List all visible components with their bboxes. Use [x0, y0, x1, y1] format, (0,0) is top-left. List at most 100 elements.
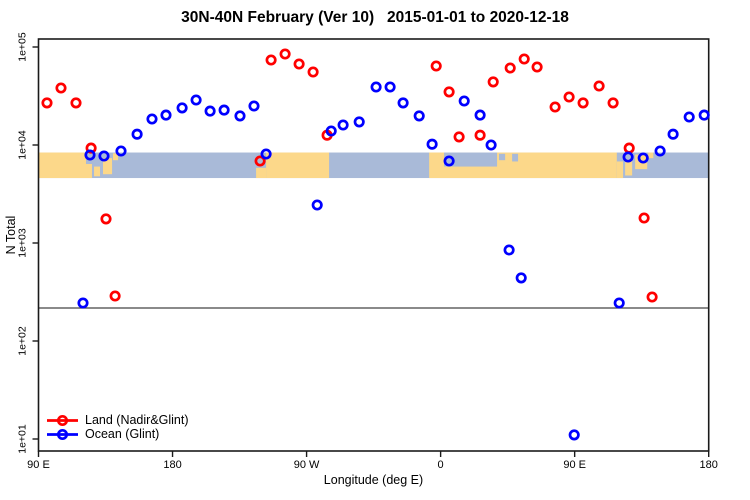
- data-point: [453, 131, 465, 143]
- data-point: [98, 150, 110, 162]
- land-segment: [625, 159, 633, 176]
- data-point: [458, 95, 470, 107]
- y-tick-label: 1e+04: [17, 130, 29, 160]
- x-tick-label: 90 E: [27, 459, 50, 471]
- legend-label-land: Land (Nadir&Glint): [85, 413, 189, 427]
- land-segment: [94, 166, 101, 177]
- data-point: [337, 119, 349, 131]
- data-point: [55, 82, 67, 94]
- legend-marker: [56, 428, 69, 441]
- data-point: [307, 66, 319, 78]
- data-point: [607, 97, 619, 109]
- land-segment: [112, 153, 119, 161]
- data-point: [131, 128, 143, 140]
- data-point: [41, 97, 53, 109]
- data-point: [325, 125, 337, 137]
- data-point: [248, 100, 260, 112]
- data-point: [503, 244, 515, 256]
- data-point: [683, 111, 695, 123]
- y-axis-label: N Total: [4, 215, 18, 255]
- data-point: [667, 128, 679, 140]
- data-point: [474, 109, 486, 121]
- data-point: [563, 91, 575, 103]
- data-point: [85, 142, 97, 154]
- legend-label-ocean: Ocean (Glint): [85, 427, 160, 441]
- data-point: [623, 142, 635, 154]
- data-point: [577, 97, 589, 109]
- x-tick-label: 90 E: [563, 459, 586, 471]
- data-point: [254, 155, 266, 167]
- data-point: [531, 61, 543, 73]
- data-point: [698, 109, 710, 121]
- data-point: [430, 60, 442, 72]
- data-point: [265, 54, 277, 66]
- data-point: [549, 101, 561, 113]
- data-point: [176, 102, 188, 114]
- x-tick-label: 0: [438, 459, 444, 471]
- y-tick-label: 1e+01: [17, 424, 29, 454]
- land-segment: [102, 158, 113, 175]
- data-point: [504, 62, 516, 74]
- data-point: [622, 151, 634, 163]
- y-axis-ticks: 1e+05 1e+04 1e+03 1e+02 1e+01: [17, 32, 39, 454]
- y-tick-label: 1e+05: [17, 32, 29, 62]
- land-segment: [616, 161, 624, 179]
- land-segment: [648, 152, 654, 159]
- data-point: [190, 94, 202, 106]
- data-point: [311, 199, 323, 211]
- data-point: [518, 53, 530, 65]
- data-point: [109, 290, 121, 302]
- x-axis-label: Longitude (deg E): [323, 473, 424, 487]
- data-point: [637, 152, 649, 164]
- data-point: [443, 86, 455, 98]
- data-point: [384, 81, 396, 93]
- x-tick-label: 180: [163, 459, 181, 471]
- data-point: [204, 105, 216, 117]
- data-point: [593, 80, 605, 92]
- data-point: [100, 213, 112, 225]
- x-axis-ticks: 90 E 180 90 W 0 90 E 180: [27, 451, 718, 471]
- data-point: [485, 139, 497, 151]
- data-point: [84, 149, 96, 161]
- data-point: [646, 291, 658, 303]
- data-point: [443, 155, 455, 167]
- data-point: [293, 58, 305, 70]
- data-point: [638, 212, 650, 224]
- data-point: [568, 429, 580, 441]
- data-point: [426, 138, 438, 150]
- data-point: [353, 116, 365, 128]
- legend: [47, 414, 78, 441]
- lake-segment: [512, 153, 519, 162]
- data-point: [279, 48, 291, 60]
- land-segment: [86, 164, 92, 179]
- data-point: [613, 297, 625, 309]
- land-segment: [256, 167, 267, 179]
- data-point: [70, 97, 82, 109]
- y-tick-label: 1e+02: [17, 326, 29, 356]
- data-point: [260, 148, 272, 160]
- data-point: [654, 145, 666, 157]
- series-ocean-points: [77, 81, 710, 441]
- land-segment: [266, 152, 330, 179]
- lake-segment: [499, 153, 506, 161]
- chart-title: 30N-40N February (Ver 10) 2015-01-01 to …: [181, 9, 569, 26]
- y-tick-label: 1e+03: [17, 228, 29, 258]
- x-tick-label: 180: [700, 459, 718, 471]
- land-segment: [38, 152, 87, 179]
- data-point: [218, 104, 230, 116]
- data-point: [487, 76, 499, 88]
- data-point: [234, 110, 246, 122]
- map-strip: [38, 152, 709, 179]
- data-point: [413, 110, 425, 122]
- data-point: [370, 81, 382, 93]
- data-point: [160, 109, 172, 121]
- data-point: [146, 113, 158, 125]
- data-point: [115, 145, 127, 157]
- data-point: [77, 297, 89, 309]
- data-point: [397, 97, 409, 109]
- data-point: [515, 272, 527, 284]
- lake-segment: [444, 152, 498, 167]
- data-point: [474, 129, 486, 141]
